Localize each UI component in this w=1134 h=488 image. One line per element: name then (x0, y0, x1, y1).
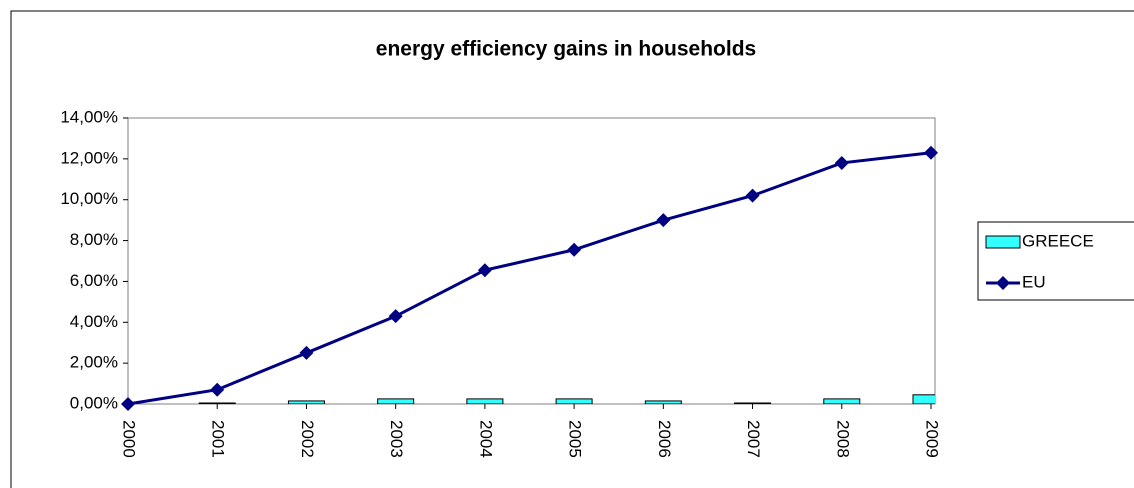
bar (912, 394, 935, 404)
x-tick-label: 2007 (744, 420, 763, 458)
marker (210, 382, 225, 397)
y-tick-label: 6,00% (70, 271, 118, 290)
bar (823, 398, 861, 404)
x-tick-label: 2005 (566, 420, 585, 458)
y-tick-label: 10,00% (60, 189, 118, 208)
x-tick-label: 2004 (476, 420, 495, 458)
bar (734, 402, 772, 404)
x-tick-label: 2006 (655, 420, 674, 458)
bar (644, 400, 682, 404)
x-tick-label: 2009 (923, 420, 942, 458)
y-tick-label: 0,00% (70, 393, 118, 412)
bar (287, 400, 325, 404)
x-tick-label: 2000 (120, 420, 139, 458)
chart-title: energy efficiency gains in households (376, 38, 756, 61)
marker (834, 155, 849, 170)
marker (299, 345, 314, 360)
legend-label: GREECE (1022, 231, 1094, 250)
legend-swatch (985, 235, 1021, 249)
y-tick-label: 12,00% (60, 148, 118, 167)
marker (656, 213, 671, 228)
x-tick-label: 2008 (833, 420, 852, 458)
y-tick-label: 8,00% (70, 230, 118, 249)
x-tick-label: 2003 (387, 420, 406, 458)
y-tick-label: 4,00% (70, 312, 118, 331)
bar (198, 402, 236, 404)
y-tick-label: 14,00% (60, 107, 118, 126)
marker (567, 242, 582, 257)
y-tick-label: 2,00% (70, 353, 118, 372)
marker (745, 188, 760, 203)
bar (555, 398, 593, 404)
line (127, 151, 932, 406)
marker (388, 309, 403, 324)
legend-marker (996, 276, 1010, 290)
marker (924, 145, 938, 160)
x-tick-label: 2001 (209, 420, 228, 458)
plot-clip (198, 394, 935, 404)
marker (477, 263, 492, 278)
x-tick-label: 2002 (298, 420, 317, 458)
bar (466, 398, 504, 404)
legend-label: EU (1022, 272, 1046, 291)
bar (377, 398, 415, 404)
marker (121, 397, 135, 411)
